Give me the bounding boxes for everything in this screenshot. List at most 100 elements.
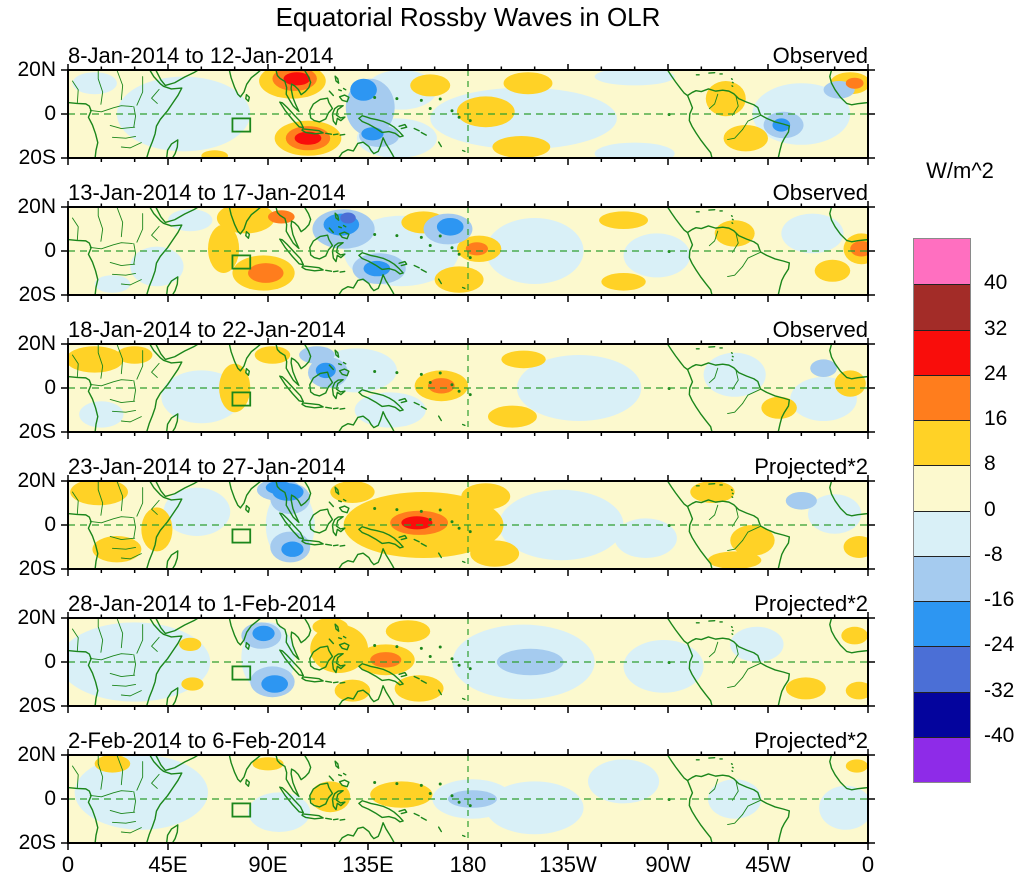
anomaly-blob bbox=[601, 273, 646, 291]
island-dot bbox=[468, 393, 472, 397]
coastline bbox=[302, 266, 323, 271]
country-border bbox=[728, 677, 743, 687]
country-border bbox=[110, 810, 134, 813]
country-border bbox=[90, 106, 132, 112]
coastline bbox=[688, 507, 712, 569]
island-dot bbox=[450, 109, 454, 113]
anomaly-blob bbox=[330, 481, 375, 503]
map-panel bbox=[61, 475, 875, 576]
anomaly-blob bbox=[845, 681, 868, 700]
island-dot bbox=[373, 507, 377, 510]
anomaly-blob bbox=[130, 246, 184, 287]
x-axis-label: 45W bbox=[745, 852, 791, 877]
anomaly-blob bbox=[730, 525, 775, 556]
coastline bbox=[414, 540, 465, 563]
country-border bbox=[90, 243, 132, 249]
anomaly-blob bbox=[850, 241, 868, 257]
coastline bbox=[147, 618, 182, 706]
coastline bbox=[276, 755, 311, 796]
anomaly-blob bbox=[92, 536, 142, 563]
x-axis-label: 0 bbox=[861, 852, 875, 877]
coastline bbox=[688, 233, 712, 295]
colorbar-cell bbox=[914, 601, 970, 647]
coastline bbox=[68, 514, 98, 569]
panel-header: 18-Jan-2014 to 22-Jan-2014 Observed bbox=[68, 315, 868, 342]
y-axis-label: 20S bbox=[18, 694, 56, 717]
coastline bbox=[359, 664, 403, 685]
anomaly-blob bbox=[436, 218, 464, 236]
island-dot bbox=[419, 509, 423, 513]
colorbar-cell bbox=[914, 646, 970, 692]
axis-ticks bbox=[61, 749, 875, 850]
axis-ticks bbox=[61, 612, 875, 713]
coastline bbox=[68, 103, 98, 158]
country-border bbox=[117, 70, 123, 100]
coastline bbox=[329, 350, 349, 376]
anomaly-blob bbox=[434, 266, 484, 293]
island-dot bbox=[438, 371, 442, 375]
coastline bbox=[830, 618, 868, 653]
coastline bbox=[302, 540, 323, 545]
coastline bbox=[414, 266, 465, 289]
coastline bbox=[302, 403, 323, 408]
anomaly-blob bbox=[730, 626, 784, 662]
anomaly-blob bbox=[448, 790, 497, 808]
colorbar-cell bbox=[914, 420, 970, 466]
anomaly-blob bbox=[340, 212, 356, 224]
island-dot bbox=[373, 781, 377, 784]
anomaly-blob bbox=[312, 618, 348, 636]
anomaly-blob bbox=[834, 370, 866, 397]
country-border bbox=[728, 266, 743, 276]
coastline bbox=[167, 825, 178, 843]
anomaly-blob bbox=[141, 507, 173, 552]
colorbar-cell bbox=[914, 510, 970, 556]
anomaly-blob bbox=[179, 637, 202, 651]
panel-header: 23-Jan-2014 to 27-Jan-2014 Projected*2 bbox=[68, 452, 868, 479]
coastline bbox=[156, 755, 198, 770]
country-border bbox=[743, 526, 761, 540]
y-axis-label: 20S bbox=[18, 283, 56, 306]
anomaly-blob bbox=[72, 72, 117, 95]
coastline bbox=[276, 207, 311, 248]
colorbar-tick-label: -16 bbox=[984, 588, 1015, 611]
island-dot bbox=[428, 655, 432, 658]
anomaly-blob bbox=[283, 72, 311, 86]
country-border bbox=[743, 115, 761, 129]
country-border bbox=[112, 547, 135, 549]
anomaly-blob bbox=[599, 211, 648, 229]
anomaly-blob bbox=[785, 677, 826, 700]
marker-box bbox=[231, 391, 252, 407]
coastline bbox=[399, 125, 407, 129]
country-border bbox=[152, 500, 160, 514]
island-dot bbox=[373, 644, 377, 647]
coastline bbox=[276, 481, 311, 522]
anomaly-blob bbox=[74, 755, 208, 830]
country-border bbox=[709, 642, 717, 657]
y-axis-label: 0 bbox=[44, 376, 56, 399]
island-dot bbox=[428, 244, 432, 247]
coastline bbox=[399, 399, 407, 403]
country-border bbox=[72, 81, 78, 103]
coastline bbox=[339, 138, 395, 158]
island-dot bbox=[468, 667, 472, 671]
country-border bbox=[112, 273, 135, 275]
panel-header-date: 23-Jan-2014 to 27-Jan-2014 bbox=[68, 454, 346, 479]
coastline bbox=[280, 650, 304, 676]
country-border bbox=[121, 417, 141, 422]
anomaly-blob bbox=[516, 355, 642, 421]
coastline bbox=[329, 213, 349, 239]
colorbar-tick-label: 24 bbox=[984, 361, 1008, 385]
coastline bbox=[229, 618, 261, 645]
anomaly-blob bbox=[845, 759, 868, 773]
anomaly-blob bbox=[294, 131, 322, 145]
y-axis-label: 0 bbox=[44, 239, 56, 262]
anomaly-blob bbox=[401, 516, 433, 530]
anomaly-blob bbox=[428, 378, 455, 394]
anomaly-blob bbox=[819, 785, 868, 830]
coastline bbox=[156, 207, 198, 222]
coastline bbox=[359, 390, 403, 411]
panel-header: 13-Jan-2014 to 17-Jan-2014 Observed bbox=[68, 178, 868, 205]
colorbar-cell bbox=[914, 465, 970, 511]
panel-header-date: 18-Jan-2014 to 22-Jan-2014 bbox=[68, 317, 346, 342]
coastline bbox=[276, 618, 311, 659]
